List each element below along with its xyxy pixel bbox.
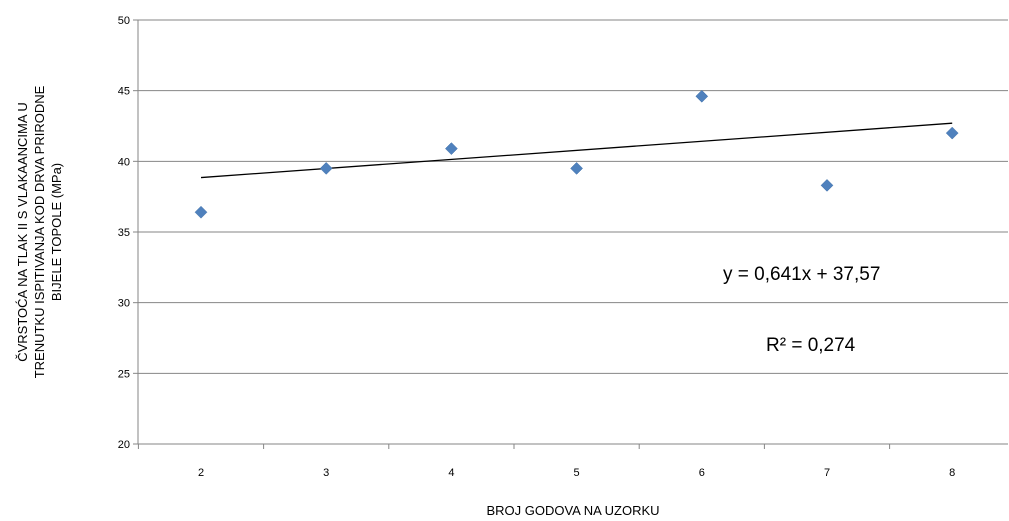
y-tick-label: 30 bbox=[118, 298, 130, 310]
data-points bbox=[194, 89, 959, 219]
data-point bbox=[319, 162, 333, 175]
x-tick-label: 5 bbox=[574, 467, 580, 479]
y-axis-title-line-1: ČVRSTOĆA NA TLAK II S VLAKAANCIMA U bbox=[15, 102, 30, 362]
grid-lines bbox=[138, 19, 1008, 374]
y-axis-title: ČVRSTOĆA NA TLAK II S VLAKAANCIMA U TREN… bbox=[15, 85, 64, 378]
y-tick-label: 20 bbox=[118, 439, 130, 451]
y-axis-title-line-3: BIJELE TOPOLE (MPa) bbox=[49, 163, 64, 301]
y-tick-label: 45 bbox=[118, 86, 130, 98]
x-tick-label: 8 bbox=[949, 467, 955, 479]
data-point bbox=[945, 126, 959, 140]
trendline-equation: y = 0,641x + 37,57 bbox=[723, 264, 880, 285]
x-tick-label: 6 bbox=[699, 467, 705, 479]
x-axis-title: BROJ GODOVA NA UZORKU bbox=[486, 503, 659, 518]
data-point bbox=[194, 205, 208, 219]
y-tick-label: 40 bbox=[118, 156, 130, 168]
y-tick-labels: 20 25 30 35 40 45 50 bbox=[118, 15, 138, 451]
x-tick-label: 2 bbox=[198, 467, 204, 479]
y-tick-label: 25 bbox=[118, 368, 130, 380]
data-point bbox=[570, 162, 583, 175]
data-point bbox=[695, 89, 709, 103]
x-tick-label: 3 bbox=[323, 467, 329, 479]
data-point bbox=[820, 179, 834, 192]
y-tick-label: 35 bbox=[118, 227, 130, 239]
data-point bbox=[445, 142, 458, 155]
x-tick-labels: 2 3 4 5 6 7 8 bbox=[137, 444, 955, 479]
y-tick-label: 50 bbox=[118, 15, 130, 27]
x-tick-label: 7 bbox=[824, 467, 830, 479]
y-axis-title-line-2: TRENUTKU ISPITIVANJA KOD DRVA PRIRODNE bbox=[32, 85, 47, 378]
r-squared-label: R² = 0,274 bbox=[766, 335, 856, 356]
x-tick-label: 4 bbox=[448, 467, 454, 479]
